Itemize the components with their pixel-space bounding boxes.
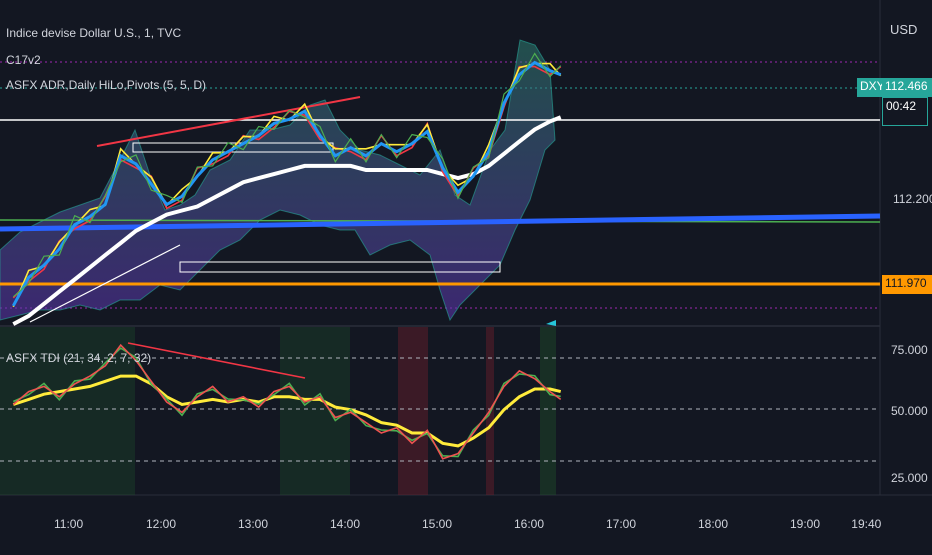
trend-line-white <box>29 244 181 323</box>
symbol-badge[interactable]: DXY <box>857 78 885 97</box>
tdi-rsi-green-line <box>12 347 561 458</box>
time-tick: 18:00 <box>698 517 728 531</box>
bar-marker <box>546 320 556 326</box>
level-price-label: 111.970 <box>882 275 932 294</box>
time-tick: 19:40 <box>851 517 881 531</box>
tdi-tick: 25.000 <box>891 471 928 485</box>
tdi-rsi-red-line <box>12 343 562 460</box>
time-tick: 15:00 <box>422 517 452 531</box>
indicator-legend-adr[interactable]: ASFX ADR,Daily HiLo,Pivots (5, 5, D) <box>6 78 207 92</box>
current-price-label: 112.466 <box>882 78 932 97</box>
tdi-zone-bear <box>398 327 428 495</box>
bar-countdown: 00:42 <box>882 97 928 126</box>
price-axis-currency: USD <box>890 22 917 37</box>
tdi-signal-line <box>12 374 562 448</box>
oscillator-pane[interactable] <box>0 327 880 495</box>
time-tick: 17:00 <box>606 517 636 531</box>
adr-cloud-band <box>0 39 556 322</box>
price-line-green <box>12 52 562 298</box>
instrument-title[interactable]: Indice devise Dollar U.S., 1, TVC <box>6 26 182 40</box>
tdi-tick: 75.000 <box>891 343 928 357</box>
time-tick: 16:00 <box>514 517 544 531</box>
price-tick: 112.200 <box>893 192 932 206</box>
countdown-text: 00:42 <box>886 99 917 113</box>
time-tick: 11:00 <box>54 517 83 531</box>
indicator-legend-c17[interactable]: C17v2 <box>6 53 41 67</box>
time-tick: 19:00 <box>790 517 820 531</box>
tdi-divergence-line <box>127 342 306 379</box>
range-box <box>179 261 501 273</box>
trend-line-red <box>96 96 361 147</box>
indicator-legend-tdi[interactable]: ASFX TDI (21, 34, 2, 7, 32) <box>6 351 152 365</box>
price-line-blue <box>11 60 562 307</box>
time-axis[interactable]: 11:00 12:00 13:00 14:00 15:00 16:00 17:00 18:00… <box>54 517 882 531</box>
tdi-zone-bull <box>280 327 350 495</box>
tdi-zone-bull <box>540 327 556 495</box>
time-tick: 13:00 <box>238 517 268 531</box>
time-tick: 12:00 <box>146 517 176 531</box>
time-tick: 14:00 <box>330 517 360 531</box>
tdi-tick: 50.000 <box>891 404 928 418</box>
